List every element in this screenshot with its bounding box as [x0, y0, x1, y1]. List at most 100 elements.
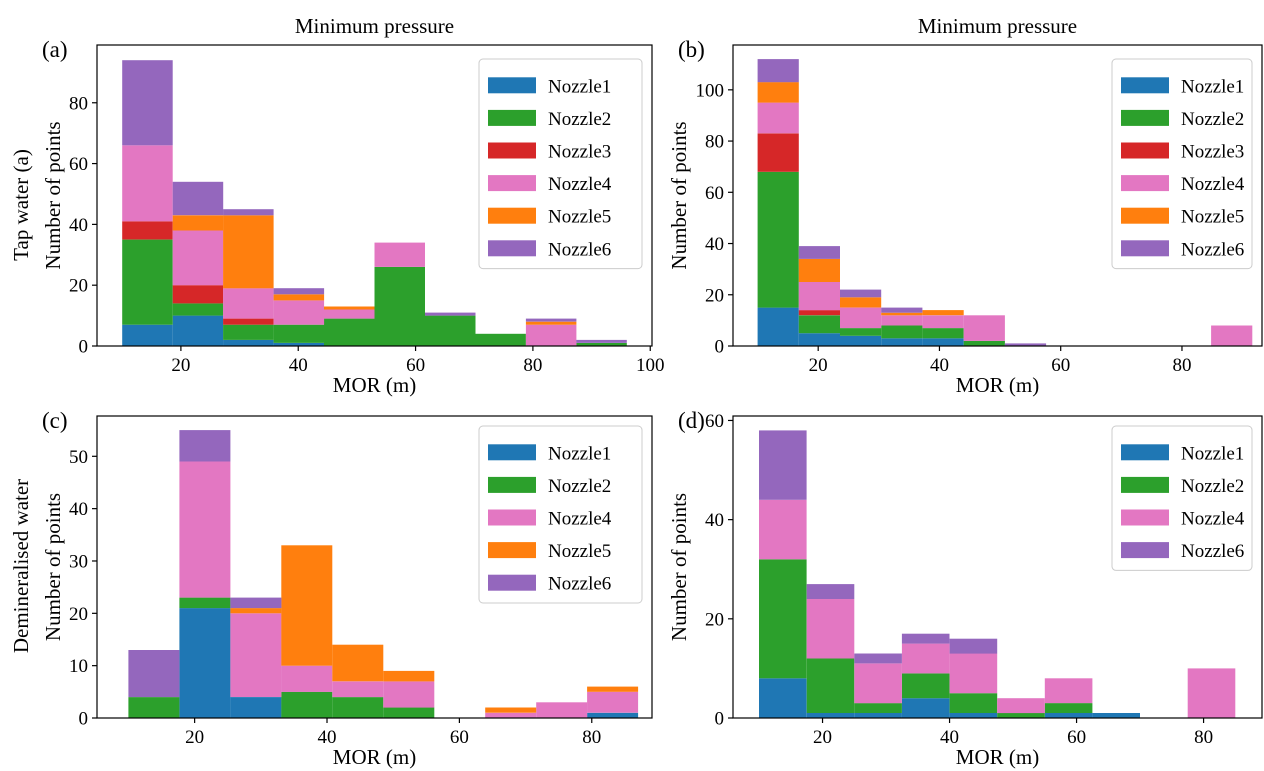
x-tick-label: 60: [1067, 727, 1086, 748]
y-axis-label: Number of points: [667, 493, 691, 641]
bar-nozzle2-bin5: [383, 707, 435, 718]
x-tick-label: 40: [289, 355, 308, 376]
x-axis-label: MOR (m): [956, 373, 1039, 397]
row-label-demineralised-water: Demineralised water: [9, 479, 33, 653]
bar-nozzle4-bin3: [281, 665, 333, 692]
bar-nozzle1-bin9: [587, 712, 639, 718]
bar-nozzle4-bin4: [332, 681, 384, 698]
bar-nozzle4-bin0: [757, 102, 799, 134]
y-tick-label: 50: [69, 447, 88, 468]
y-tick-label: 80: [69, 93, 88, 114]
x-tick-label: 60: [406, 355, 425, 376]
bar-nozzle2-bin1: [179, 597, 231, 609]
bar-nozzle1-bin1: [798, 333, 840, 346]
bar-nozzle6-bin3: [881, 307, 923, 313]
chart-panel-a: 20 40 60 80 100 0 20 40 60 80 MOR (m) Number of poi…: [41, 14, 664, 397]
bar-nozzle3-bin0: [122, 221, 173, 240]
bar-nozzle6-bin2: [840, 289, 882, 298]
chart-panel-b: 20 40 60 80 0 20 40 60 80 100 MOR (m) Number of poi…: [667, 14, 1263, 397]
legend-label-nozzle3: Nozzle3: [1181, 142, 1244, 163]
legend-label-nozzle2: Nozzle2: [1181, 109, 1244, 130]
chart-panel-d: 20 40 60 80 0 20 40 60 MOR (m) Number of points (d…: [667, 408, 1263, 769]
bar-nozzle3-bin2: [223, 318, 274, 325]
bar-nozzle4-bin9: [1187, 668, 1236, 718]
y-tick-label: 0: [79, 337, 89, 358]
bar-nozzle3-bin1: [798, 310, 840, 316]
bar-nozzle1-bin2: [854, 713, 902, 718]
bar-nozzle2-bin4: [332, 697, 384, 718]
legend-label-nozzle6: Nozzle6: [548, 574, 611, 595]
bar-nozzle2-bin1: [806, 658, 855, 713]
bar-nozzle6-bin3: [273, 288, 325, 295]
y-axis-label: Number of points: [41, 121, 65, 269]
legend-swatch-nozzle1: [488, 77, 536, 94]
chart-title: Minimum pressure: [918, 14, 1077, 38]
y-tick-label: 20: [69, 276, 88, 297]
bar-nozzle6-bin0: [122, 60, 173, 146]
bar-nozzle2-bin2: [223, 324, 274, 340]
bar-nozzle6-bin1: [179, 430, 231, 462]
bar-nozzle5-bin1: [172, 215, 224, 231]
y-tick-label: 40: [705, 510, 724, 531]
x-axis-label: MOR (m): [333, 745, 416, 769]
bar-nozzle5-bin4: [332, 644, 384, 682]
x-tick-label: 60: [450, 727, 469, 748]
bar-nozzle1-bin3: [273, 343, 325, 346]
bar-nozzle6-bin0: [759, 430, 807, 500]
bar-nozzle4-bin5: [963, 315, 1005, 341]
legend-label-nozzle6: Nozzle6: [1181, 541, 1244, 562]
bar-nozzle5-bin3: [273, 294, 325, 301]
bar-nozzle2-bin0: [128, 697, 180, 718]
bar-nozzle2-bin0: [757, 171, 799, 308]
legend-label-nozzle3: Nozzle3: [548, 142, 611, 163]
bar-nozzle4-bin2: [223, 288, 274, 319]
y-tick-label: 0: [715, 709, 725, 730]
y-axis-label: Number of points: [667, 121, 691, 269]
legend-label-nozzle4: Nozzle4: [1181, 509, 1245, 530]
bar-nozzle4-bin11: [1211, 325, 1253, 346]
legend-swatch-nozzle3: [488, 142, 536, 159]
legend-label-nozzle4: Nozzle4: [548, 509, 612, 530]
legend-label-nozzle5: Nozzle5: [548, 541, 611, 562]
bar-nozzle5-bin2: [230, 608, 282, 614]
legend-label-nozzle4: Nozzle4: [1181, 174, 1245, 195]
bar-nozzle4-bin0: [122, 145, 173, 222]
bar-nozzle6-bin1: [798, 246, 840, 259]
bar-nozzle2-bin9: [576, 343, 627, 346]
legend-swatch-nozzle2: [488, 476, 536, 493]
bar-nozzle6-bin4: [949, 638, 998, 654]
legend-label-nozzle6: Nozzle6: [1181, 239, 1244, 260]
bar-nozzle4-bin3: [881, 315, 923, 326]
x-tick-label: 20: [171, 355, 190, 376]
row-label-tap-water: Tap water (a): [9, 149, 33, 261]
bar-nozzle2-bin3: [281, 691, 333, 718]
y-tick-label: 30: [69, 551, 88, 572]
bar-nozzle4-bin7: [485, 712, 537, 718]
bar-nozzle4-bin8: [525, 324, 577, 346]
legend-swatch-nozzle2: [1121, 109, 1169, 126]
bar-nozzle2-bin3: [881, 325, 923, 339]
bar-nozzle1-bin3: [881, 338, 923, 346]
bar-nozzle4-bin4: [324, 309, 375, 319]
bar-nozzle1-bin4: [949, 713, 998, 718]
bar-nozzle5-bin4: [324, 306, 375, 310]
legend-label-nozzle2: Nozzle2: [1181, 476, 1244, 497]
legend-swatch-nozzle1: [488, 444, 536, 461]
x-tick-label: 100: [636, 355, 665, 376]
legend-label-nozzle6: Nozzle6: [548, 239, 611, 260]
legend-swatch-nozzle6: [488, 574, 536, 591]
bar-nozzle2-bin6: [425, 315, 476, 346]
legend-swatch-nozzle6: [488, 240, 536, 257]
bar-nozzle1-bin1: [179, 608, 231, 718]
y-tick-label: 40: [69, 499, 88, 520]
bar-nozzle4-bin1: [172, 230, 224, 286]
legend-swatch-nozzle5: [488, 207, 536, 224]
bar-nozzle2-bin2: [854, 703, 902, 713]
x-tick-label: 20: [809, 355, 828, 376]
legend-swatch-nozzle1: [1121, 77, 1169, 94]
bar-nozzle5-bin8: [525, 321, 577, 325]
bar-nozzle3-bin0: [757, 133, 799, 172]
bar-nozzle5-bin0: [757, 82, 799, 103]
x-tick-label: 20: [813, 727, 832, 748]
legend-swatch-nozzle5: [1121, 207, 1169, 224]
